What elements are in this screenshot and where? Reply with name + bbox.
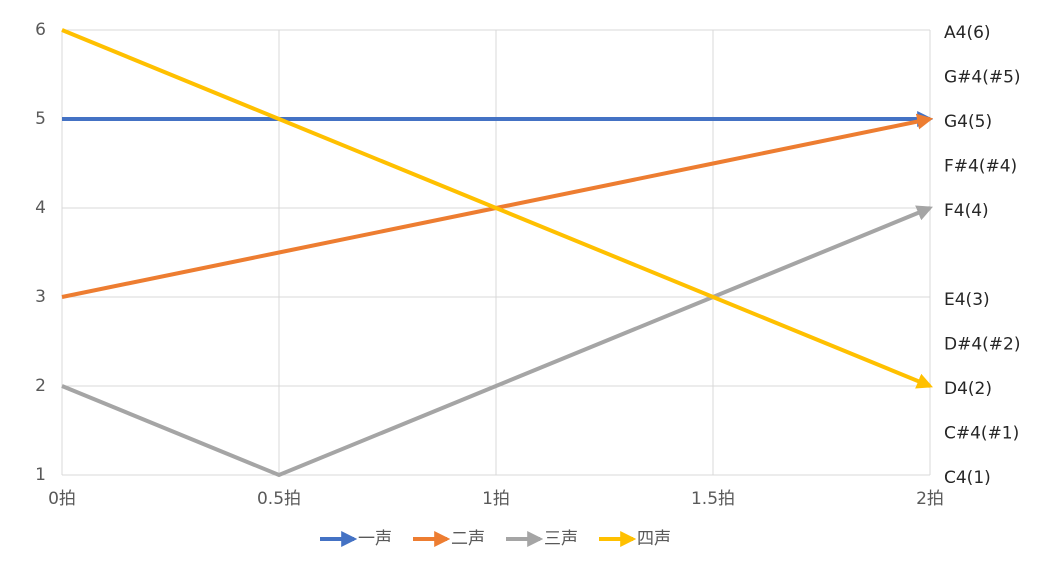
- series-line: [61, 28, 933, 389]
- y2-tick-label: E4(3): [944, 290, 990, 310]
- x-tick-label: 0拍: [48, 489, 76, 509]
- y2-tick-label: F4(4): [944, 201, 989, 221]
- y-tick-label: 2: [35, 376, 46, 396]
- legend-label: 四声: [637, 529, 671, 549]
- y2-tick-label: G#4(#5): [944, 68, 1021, 88]
- legend-label: 一声: [358, 529, 392, 549]
- y2-tick-label: A4(6): [944, 23, 991, 43]
- y-tick-label: 4: [35, 198, 46, 218]
- x-tick-label: 1.5拍: [691, 489, 735, 509]
- y2-tick-label: C4(1): [944, 468, 991, 488]
- y2-tick-label: F#4(#4): [944, 157, 1017, 177]
- series-line: [61, 205, 933, 478]
- y-tick-label: 3: [35, 287, 46, 307]
- y-tick-label: 6: [35, 20, 46, 40]
- y2-tick-label: G4(5): [944, 112, 992, 132]
- x-tick-label: 1拍: [482, 489, 510, 509]
- y-tick-label: 1: [35, 465, 46, 485]
- y2-tick-label: D4(2): [944, 379, 992, 399]
- legend-label: 三声: [544, 529, 578, 549]
- legend-label: 二声: [451, 529, 485, 549]
- x-tick-label: 0.5拍: [257, 489, 301, 509]
- y2-tick-label: D#4(#2): [944, 335, 1020, 355]
- y2-tick-label: C#4(#1): [944, 424, 1019, 444]
- y-tick-label: 5: [35, 109, 46, 129]
- x-tick-label: 2拍: [916, 489, 944, 509]
